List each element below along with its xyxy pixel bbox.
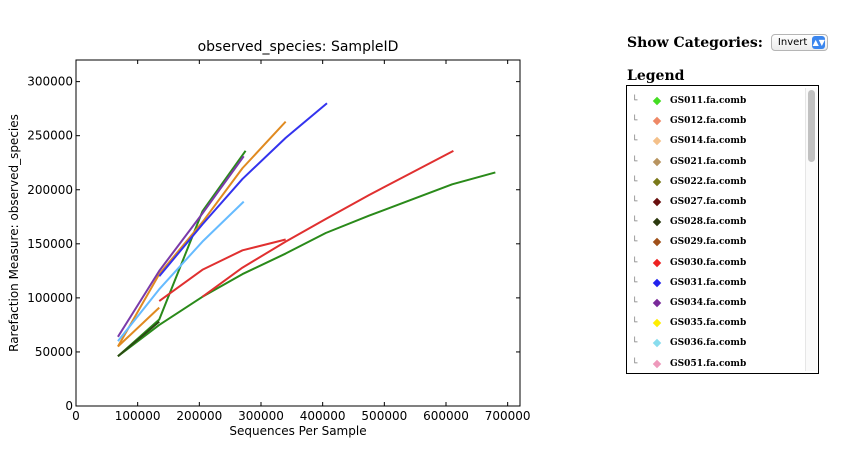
legend-item-label: GS022.fa.comb [670, 176, 747, 187]
tree-branch-icon: └ [632, 176, 638, 187]
legend-item-label: GS030.fa.comb [670, 257, 747, 268]
legend-marker-icon [652, 177, 662, 187]
y-tick-label: 150000 [27, 237, 73, 251]
x-tick-label: 200000 [176, 409, 222, 423]
tree-branch-icon: └ [632, 297, 638, 308]
legend-item-label: GS027.fa.comb [670, 197, 747, 208]
tree-branch-icon: └ [632, 136, 638, 147]
show-categories-control: Show Categories: Invert ▲▼ [627, 34, 829, 51]
legend-item[interactable]: └ GS030.fa.comb [627, 253, 807, 273]
legend-item[interactable]: └ GS051.fa.comb [627, 353, 807, 373]
y-axis-label: Rarefaction Measure: observed_species [7, 114, 21, 352]
tree-branch-icon: └ [632, 318, 638, 329]
legend-item-label: GS035.fa.comb [670, 318, 747, 329]
legend-marker-icon [652, 137, 662, 146]
legend-item-label: GS036.fa.comb [670, 338, 747, 349]
y-tick-label: 250000 [27, 129, 73, 143]
x-tick-label: 0 [72, 409, 80, 423]
legend-item-label: GS029.fa.comb [670, 237, 747, 248]
legend-item-label: GS028.fa.comb [670, 217, 747, 228]
y-tick-label: 100000 [27, 291, 73, 305]
legend-item[interactable]: └ GS021.fa.comb [627, 152, 807, 172]
tree-branch-icon: └ [632, 358, 638, 369]
tree-branch-icon: └ [632, 197, 638, 208]
legend-item[interactable]: └ GS011.fa.comb [627, 91, 807, 111]
series-line-2 [117, 171, 496, 358]
legend-scrollbar[interactable] [805, 88, 817, 371]
legend-item-label: GS012.fa.comb [670, 116, 747, 127]
y-tick-label: 200000 [27, 183, 73, 197]
legend-scrollbar-thumb[interactable] [808, 90, 815, 162]
x-tick-label: 600000 [423, 409, 469, 423]
x-tick-label: 400000 [300, 409, 346, 423]
legend-item-label: GS011.fa.comb [670, 96, 747, 107]
plot-area [75, 59, 521, 407]
tree-branch-icon: └ [632, 237, 638, 248]
x-tick-label: 700000 [485, 409, 531, 423]
legend-item-label: GS021.fa.comb [670, 156, 747, 167]
x-tick-label: 100000 [115, 409, 161, 423]
rarefaction-chart: observed_species: SampleID 0 100000 200000… [7, 39, 531, 438]
tree-branch-icon: └ [632, 116, 638, 127]
legend-item[interactable]: └ GS034.fa.comb [627, 293, 807, 313]
series-line-3 [158, 238, 286, 302]
series-line-10 [117, 320, 160, 358]
y-tick-label: 0 [65, 399, 73, 413]
legend-item[interactable]: └ GS027.fa.comb [627, 192, 807, 212]
legend-panel[interactable]: └ GS011.fa.comb └ GS012.fa.comb └ GS014.fa.co… [626, 85, 819, 374]
legend-marker-icon [652, 298, 662, 308]
legend-marker-icon [652, 258, 662, 267]
tree-branch-icon: └ [632, 156, 638, 167]
categories-select-value: Invert [777, 37, 808, 48]
x-tick-label: 500000 [361, 409, 407, 423]
x-axis-label: Sequences Per Sample [229, 424, 366, 438]
legend-item[interactable]: └ GS031.fa.comb [627, 273, 807, 293]
legend-item[interactable]: └ GS035.fa.comb [627, 313, 807, 333]
legend-item-label: GS014.fa.comb [670, 136, 747, 147]
tree-branch-icon: └ [632, 277, 638, 288]
legend-item[interactable]: └ GS022.fa.comb [627, 172, 807, 192]
show-categories-label: Show Categories: [627, 34, 763, 51]
legend-marker-icon [652, 197, 662, 207]
legend-marker-icon [652, 339, 662, 348]
legend-marker-icon [652, 157, 662, 166]
series-line-4 [201, 149, 454, 298]
legend-item[interactable]: └ GS012.fa.comb [627, 111, 807, 131]
tree-branch-icon: └ [632, 338, 638, 349]
tree-branch-icon: └ [632, 96, 638, 107]
legend-item-label: GS031.fa.comb [670, 277, 747, 288]
legend-item[interactable]: └ GS028.fa.comb [627, 212, 807, 232]
legend-item-label: GS051.fa.comb [670, 358, 747, 369]
x-tick-label: 300000 [238, 409, 284, 423]
tree-branch-icon: └ [632, 257, 638, 268]
series-line-8 [117, 155, 245, 338]
categories-select[interactable]: Invert ▲▼ [770, 34, 829, 51]
legend-marker-icon [652, 217, 662, 227]
y-tick-label: 50000 [35, 345, 73, 359]
chart-title: observed_species: SampleID [198, 39, 399, 55]
legend-marker-icon [652, 238, 662, 247]
select-arrows-icon: ▲▼ [812, 36, 826, 49]
series-line-6 [117, 306, 160, 348]
legend-marker-icon [652, 96, 662, 106]
legend-title: Legend [627, 68, 685, 84]
series-line-5 [117, 120, 287, 348]
series-line-9 [117, 200, 245, 342]
series-line-7 [158, 102, 328, 277]
legend-item[interactable]: └ GS014.fa.comb [627, 131, 807, 151]
legend-marker-icon [652, 359, 662, 368]
legend-item[interactable]: └ GS036.fa.comb [627, 333, 807, 353]
legend-item[interactable]: └ GS029.fa.comb [627, 232, 807, 252]
legend-marker-icon [652, 117, 662, 126]
y-tick-label: 300000 [27, 75, 73, 89]
legend-marker-icon [652, 278, 662, 288]
tree-branch-icon: └ [632, 217, 638, 228]
legend-item-label: GS034.fa.comb [670, 297, 747, 308]
legend-list: └ GS011.fa.comb └ GS012.fa.comb └ GS014.fa.co… [627, 91, 807, 373]
legend-marker-icon [652, 318, 662, 328]
